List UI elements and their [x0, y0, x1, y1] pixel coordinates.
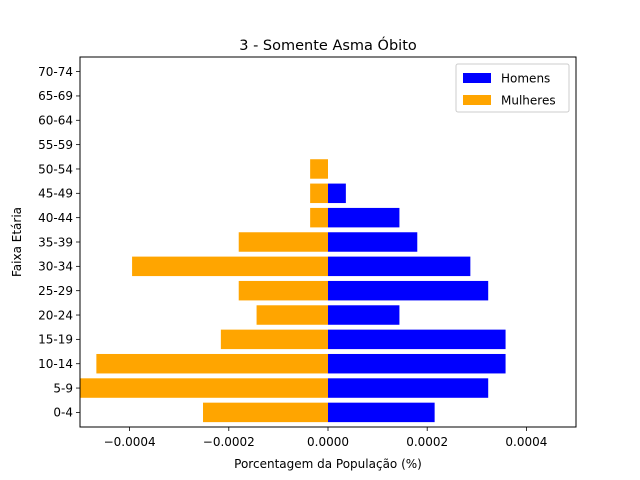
bar-homens-35-39 [328, 232, 418, 252]
bar-mulheres-45-49 [310, 183, 328, 204]
y-tick-label: 35-39 [38, 235, 73, 249]
x-tick-label: 0.0004 [505, 435, 547, 449]
y-tick-label: 60-64 [38, 114, 73, 128]
y-tick-label: 70-74 [38, 65, 73, 79]
bar-mulheres-30-34 [132, 256, 328, 277]
bar-mulheres-35-39 [238, 232, 328, 252]
y-tick-label: 0-4 [53, 406, 73, 420]
y-tick-label: 45-49 [38, 187, 73, 201]
bars-group [80, 159, 506, 423]
bar-homens-10-14 [328, 353, 506, 374]
bar-mulheres-0-4 [203, 402, 328, 423]
bar-mulheres-20-24 [256, 305, 328, 325]
y-tick-label: 20-24 [38, 308, 73, 322]
legend: Homens Mulheres [455, 63, 570, 113]
bar-homens-25-29 [328, 280, 489, 301]
bar-homens-20-24 [328, 305, 400, 325]
bar-homens-40-44 [328, 207, 400, 228]
bar-homens-30-34 [328, 256, 471, 277]
x-axis: −0.0004 −0.0002 0.0000 0.0002 0.0004 [104, 427, 547, 449]
y-axis: 0-4 5-9 10-14 15-19 20-24 25-29 30-34 35-39 40-4… [38, 65, 80, 420]
bar-mulheres-15-19 [220, 329, 328, 350]
y-tick-label: 5-9 [53, 381, 73, 395]
y-tick-label: 40-44 [38, 211, 73, 225]
bar-mulheres-40-44 [310, 207, 328, 228]
y-tick-label: 10-14 [38, 357, 73, 371]
x-axis-label: Porcentagem da População (%) [234, 457, 422, 471]
bar-mulheres-50-54 [310, 159, 328, 179]
y-tick-label: 55-59 [38, 138, 73, 152]
bar-mulheres-25-29 [238, 280, 328, 301]
y-tick-label: 30-34 [38, 260, 73, 274]
bar-homens-15-19 [328, 329, 506, 350]
legend-swatch-mulheres [463, 95, 491, 105]
legend-label-homens: Homens [501, 72, 550, 86]
x-tick-label: −0.0002 [203, 435, 255, 449]
y-tick-label: 15-19 [38, 333, 73, 347]
y-axis-label: Faixa Etária [10, 207, 24, 277]
y-tick-label: 50-54 [38, 162, 73, 176]
bar-mulheres-10-14 [96, 353, 328, 374]
bar-homens-5-9 [328, 378, 489, 398]
x-tick-label: 0.0000 [307, 435, 349, 449]
x-tick-label: −0.0004 [104, 435, 156, 449]
x-tick-label: 0.0002 [406, 435, 448, 449]
y-tick-label: 65-69 [38, 89, 73, 103]
legend-swatch-homens [463, 73, 491, 83]
legend-label-mulheres: Mulheres [501, 94, 556, 108]
bar-homens-0-4 [328, 402, 435, 423]
bar-homens-45-49 [328, 183, 346, 204]
chart-title: 3 - Somente Asma Óbito [239, 36, 417, 54]
bar-mulheres-5-9 [80, 378, 329, 398]
y-tick-label: 25-29 [38, 284, 73, 298]
